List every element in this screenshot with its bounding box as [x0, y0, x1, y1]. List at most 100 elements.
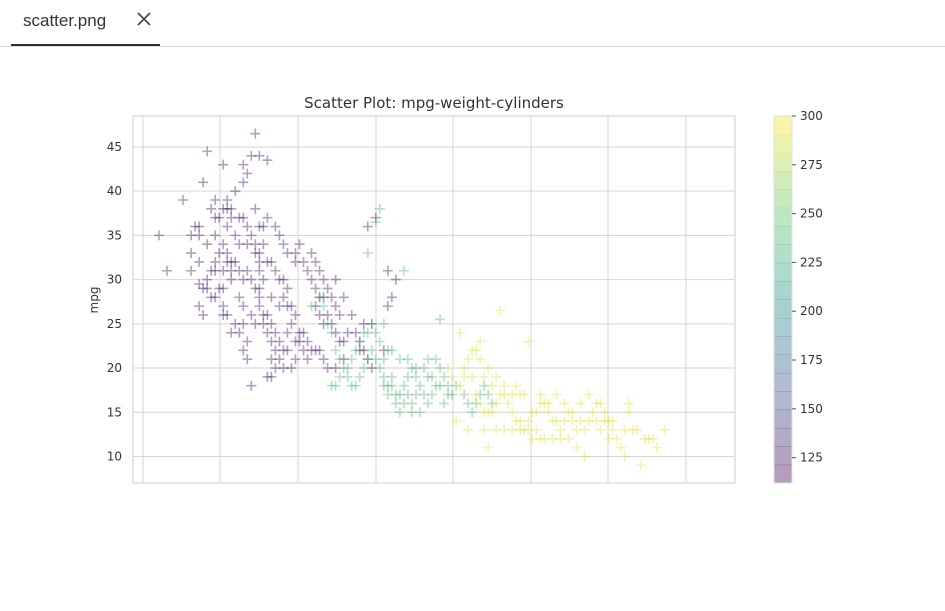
data-point: [467, 345, 478, 356]
data-point: [623, 398, 634, 409]
data-point: [262, 155, 273, 166]
data-point: [254, 256, 265, 267]
data-point: [358, 363, 369, 374]
data-point: [362, 248, 373, 259]
data-point: [398, 398, 409, 409]
data-point: [479, 407, 490, 418]
data-point: [491, 398, 502, 409]
data-point: [362, 354, 373, 365]
data-point: [186, 248, 197, 259]
data-point: [234, 212, 245, 223]
data-point: [479, 380, 490, 391]
data-point: [483, 389, 494, 400]
data-point: [378, 345, 389, 356]
data-point: [286, 318, 297, 329]
data-point: [330, 274, 341, 285]
data-point: [386, 292, 397, 303]
data-point: [499, 380, 510, 391]
data-point: [342, 371, 353, 382]
data-point: [535, 433, 546, 444]
data-point: [246, 309, 257, 320]
data-point: [246, 274, 257, 285]
data-point: [278, 363, 289, 374]
data-point: [218, 203, 229, 214]
data-point: [643, 433, 654, 444]
y-tick-label: 35: [107, 228, 122, 242]
data-point: [487, 407, 498, 418]
data-point: [226, 327, 237, 338]
data-point: [210, 230, 221, 241]
data-point: [314, 292, 325, 303]
colorbar-tick-label: 275: [800, 158, 823, 172]
data-point: [431, 354, 442, 365]
data-point: [178, 195, 189, 206]
data-point: [426, 389, 437, 400]
data-point: [334, 309, 345, 320]
data-point: [330, 345, 341, 356]
data-point: [567, 416, 578, 427]
colorbar-segment: [774, 189, 792, 209]
data-point: [406, 363, 417, 374]
data-point: [519, 424, 530, 435]
data-point: [575, 398, 586, 409]
data-point: [286, 301, 297, 312]
close-icon[interactable]: [134, 9, 154, 29]
data-point: [515, 416, 526, 427]
data-point: [431, 380, 442, 391]
data-point: [330, 380, 341, 391]
y-tick-label: 10: [107, 449, 122, 463]
data-point: [274, 274, 285, 285]
data-point: [298, 256, 309, 267]
data-point: [302, 336, 313, 347]
y-axis-label: mpg: [87, 287, 101, 314]
data-point: [463, 424, 474, 435]
data-point: [194, 221, 205, 232]
data-point: [523, 336, 534, 347]
data-point: [242, 239, 253, 250]
data-point: [555, 424, 566, 435]
colorbar-segment: [774, 391, 792, 411]
data-point: [342, 363, 353, 374]
data-point: [350, 380, 361, 391]
data-point: [310, 283, 321, 294]
data-point: [519, 389, 530, 400]
data-point: [547, 416, 558, 427]
data-point: [290, 336, 301, 347]
data-point: [318, 354, 329, 365]
data-point: [230, 318, 241, 329]
data-point: [246, 230, 257, 241]
data-point: [258, 239, 269, 250]
data-point: [262, 212, 273, 223]
data-point: [226, 265, 237, 276]
data-point: [250, 248, 261, 259]
data-point: [318, 274, 329, 285]
data-point: [318, 318, 329, 329]
data-point: [398, 265, 409, 276]
data-point: [623, 407, 634, 418]
data-point: [222, 309, 233, 320]
data-point: [467, 407, 478, 418]
data-point: [202, 283, 213, 294]
data-point: [447, 389, 458, 400]
data-point: [238, 345, 249, 356]
data-point: [435, 380, 446, 391]
data-point: [214, 212, 225, 223]
data-point: [390, 274, 401, 285]
data-point: [402, 354, 413, 365]
data-point: [282, 301, 293, 312]
data-point: [254, 301, 265, 312]
data-point: [583, 389, 594, 400]
data-point: [222, 248, 233, 259]
data-point: [362, 354, 373, 365]
data-point: [463, 398, 474, 409]
data-point: [515, 424, 526, 435]
tab-scatter-png[interactable]: scatter.png: [11, 0, 160, 46]
data-point: [218, 265, 229, 276]
data-point: [507, 389, 518, 400]
data-point: [218, 309, 229, 320]
data-point: [455, 380, 466, 391]
colorbar-segment: [774, 409, 792, 429]
data-point: [595, 398, 606, 409]
data-point: [402, 371, 413, 382]
colorbar-segment: [774, 244, 792, 264]
